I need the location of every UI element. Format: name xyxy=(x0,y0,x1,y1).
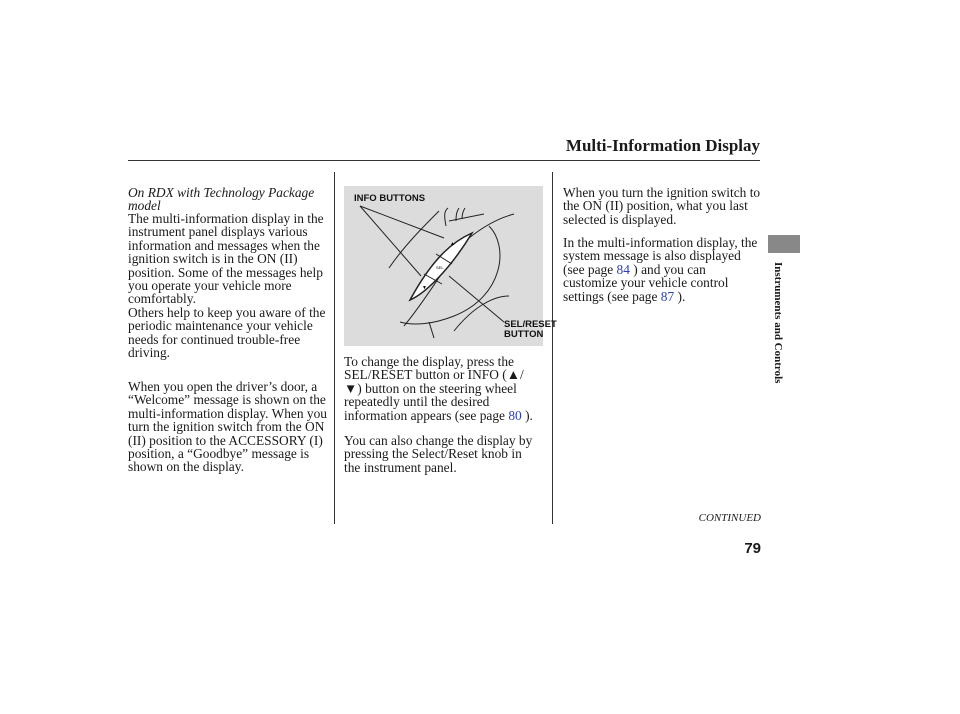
svg-text:▲: ▲ xyxy=(450,242,455,247)
section-label: Instruments and Controls xyxy=(772,262,784,384)
intro-paragraph: The multi-information display in the ins… xyxy=(128,211,326,361)
text: ). xyxy=(674,288,686,304)
page-title: Multi-Information Display xyxy=(565,136,760,155)
sel-reset-button-label: SEL/RESET BUTTON xyxy=(504,319,557,340)
steering-wheel-illustration: SEL ▲ ▼ xyxy=(359,205,515,339)
text: ). xyxy=(521,407,533,423)
svg-text:SEL: SEL xyxy=(436,265,444,270)
svg-text:▼: ▼ xyxy=(422,286,427,291)
info-buttons-label: INFO BUTTONS xyxy=(354,193,426,204)
up-arrow-icon: ▲ xyxy=(506,367,520,383)
column-divider xyxy=(552,172,553,524)
page-link-87[interactable]: 87 xyxy=(660,288,675,304)
column-divider xyxy=(334,172,335,524)
text: / xyxy=(519,367,524,383)
welcome-paragraph: When you open the driver’s door, a “Welc… xyxy=(128,379,327,475)
header-divider xyxy=(128,160,760,161)
model-note: On RDX with Technology Package model xyxy=(128,185,315,214)
page-number: 79 xyxy=(744,540,761,557)
change-display-paragraph: To change the display, press the SEL/RES… xyxy=(344,355,533,422)
select-knob-paragraph: You can also change the display by press… xyxy=(344,433,533,475)
page-link-84[interactable]: 84 xyxy=(616,261,630,277)
text: To change the display, press the SEL/RES… xyxy=(344,354,514,383)
continued-label: CONTINUED xyxy=(698,512,761,524)
section-tab-marker xyxy=(768,235,800,253)
down-arrow-icon: ▼ xyxy=(344,380,358,396)
text: ) button on the steering wheel repeatedl… xyxy=(344,380,517,423)
text: ) and you can customize your vehicle con… xyxy=(563,261,729,304)
ignition-paragraph: When you turn the ignition switch to the… xyxy=(563,185,761,227)
system-message-paragraph: In the multi-information display, the sy… xyxy=(563,236,757,303)
steering-wheel-buttons-figure: SEL ▲ ▼ INFO BUTTONS SEL/RESET BUTTON xyxy=(344,186,557,346)
text: In the multi-information display, the sy… xyxy=(563,235,758,277)
page-link-80[interactable]: 80 xyxy=(508,407,522,423)
